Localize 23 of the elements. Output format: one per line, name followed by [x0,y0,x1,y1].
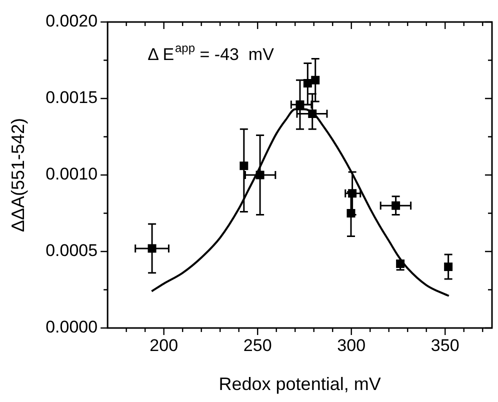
y-tick-label: 0.0005 [46,241,98,260]
x-tick-label: 350 [430,336,460,355]
x-axis-title: Redox potential, mV [218,374,381,394]
point [240,162,248,170]
point [308,110,317,118]
point [396,260,405,268]
x-tick-label: 200 [150,336,178,355]
x-tick-label: 250 [243,336,272,355]
y-tick-label: 0.0010 [46,164,98,184]
point [444,262,453,272]
point [311,76,320,84]
y-axis-title: ΔΔA(551-542) [8,118,28,232]
y-tick-label: 0.0000 [46,318,98,337]
point [148,244,156,253]
point [348,189,357,198]
point [256,170,264,180]
y-tick-label: 0.0015 [46,88,98,108]
point [346,209,356,218]
point [303,78,312,88]
y-tick-label: 0.0020 [46,12,98,31]
point [296,100,304,109]
point [392,201,400,210]
x-tick-label: 300 [337,336,366,355]
